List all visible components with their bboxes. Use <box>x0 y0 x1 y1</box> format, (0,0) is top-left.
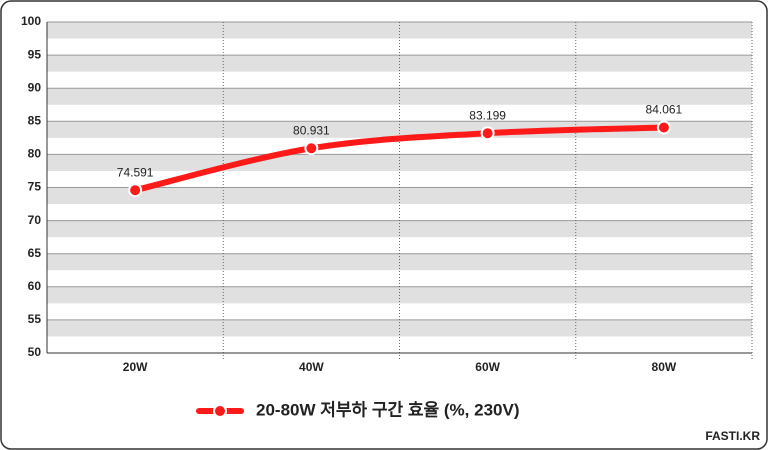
data-label: 84.061 <box>646 103 683 117</box>
stripe <box>47 22 752 39</box>
data-label: 83.199 <box>469 108 506 122</box>
x-tick-label: 80W <box>652 360 677 374</box>
y-tick-label: 80 <box>28 147 42 161</box>
data-point <box>656 120 671 135</box>
x-tick-label: 40W <box>299 360 324 374</box>
x-tick-label: 20W <box>123 360 148 374</box>
stripe <box>47 55 752 72</box>
stripe <box>47 187 752 205</box>
data-point <box>480 126 495 141</box>
y-tick-label: 100 <box>21 14 41 28</box>
y-tick-label: 85 <box>28 113 42 127</box>
y-tick-label: 60 <box>28 279 42 293</box>
y-tick-label: 55 <box>28 312 42 326</box>
x-tick-label: 60W <box>475 360 500 374</box>
data-label: 80.931 <box>293 123 330 137</box>
data-point <box>304 141 319 156</box>
watermark: FASTI.KR <box>705 429 760 443</box>
legend-marker <box>213 404 227 418</box>
data-label: 74.591 <box>117 165 154 179</box>
y-tick-label: 95 <box>28 47 42 61</box>
stripe <box>47 253 752 271</box>
y-tick-label: 65 <box>28 246 42 260</box>
y-tick-label: 75 <box>28 180 42 194</box>
series-line <box>132 124 667 194</box>
y-tick-label: 90 <box>28 80 42 94</box>
legend-label: 20-80W 저부하 구간 효율 (%, 230V) <box>256 400 519 419</box>
y-tick-label: 50 <box>28 345 42 359</box>
y-tick-label: 70 <box>28 213 42 227</box>
data-point <box>128 183 143 198</box>
stripe <box>47 220 752 238</box>
